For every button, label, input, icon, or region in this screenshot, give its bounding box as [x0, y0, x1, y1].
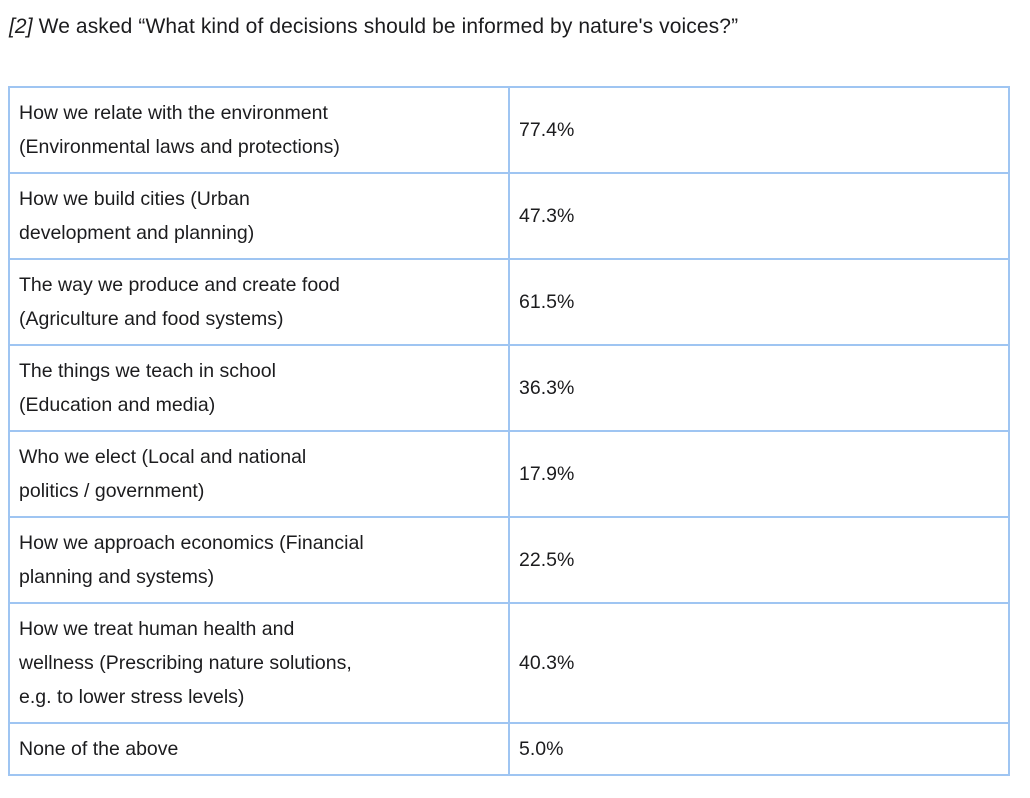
percentage-cell: 61.5% — [508, 258, 1010, 346]
question-number: [2] — [9, 15, 33, 38]
table-row: Who we elect (Local and national politic… — [8, 430, 1010, 518]
percentage-cell: 22.5% — [508, 516, 1010, 604]
percentage-cell: 36.3% — [508, 344, 1010, 432]
percentage-cell: 47.3% — [508, 172, 1010, 260]
table-row: The things we teach in school (Education… — [8, 344, 1010, 432]
table-row: How we relate with the environment (Envi… — [8, 86, 1010, 174]
table-row: How we approach economics (Financial pla… — [8, 516, 1010, 604]
option-label-cell: How we approach economics (Financial pla… — [8, 516, 510, 604]
option-label-cell: The things we teach in school (Education… — [8, 344, 510, 432]
option-label-cell: How we treat human health and wellness (… — [8, 602, 510, 724]
percentage-cell: 77.4% — [508, 86, 1010, 174]
results-table: How we relate with the environment (Envi… — [8, 86, 1010, 776]
option-label-cell: Who we elect (Local and national politic… — [8, 430, 510, 518]
option-label-cell: How we relate with the environment (Envi… — [8, 86, 510, 174]
option-label-cell: The way we produce and create food (Agri… — [8, 258, 510, 346]
percentage-cell: 5.0% — [508, 722, 1010, 776]
question-text: We asked “What kind of decisions should … — [38, 15, 739, 38]
percentage-cell: 40.3% — [508, 602, 1010, 724]
option-label-cell: None of the above — [8, 722, 510, 776]
table-row: None of the above 5.0% — [8, 722, 1010, 776]
table-row: The way we produce and create food (Agri… — [8, 258, 1010, 346]
table-row: How we build cities (Urban development a… — [8, 172, 1010, 260]
percentage-cell: 17.9% — [508, 430, 1010, 518]
table-row: How we treat human health and wellness (… — [8, 602, 1010, 724]
question-heading: [2] We asked “What kind of decisions shou… — [9, 13, 1022, 41]
option-label-cell: How we build cities (Urban development a… — [8, 172, 510, 260]
results-table-body: How we relate with the environment (Envi… — [8, 86, 1010, 776]
